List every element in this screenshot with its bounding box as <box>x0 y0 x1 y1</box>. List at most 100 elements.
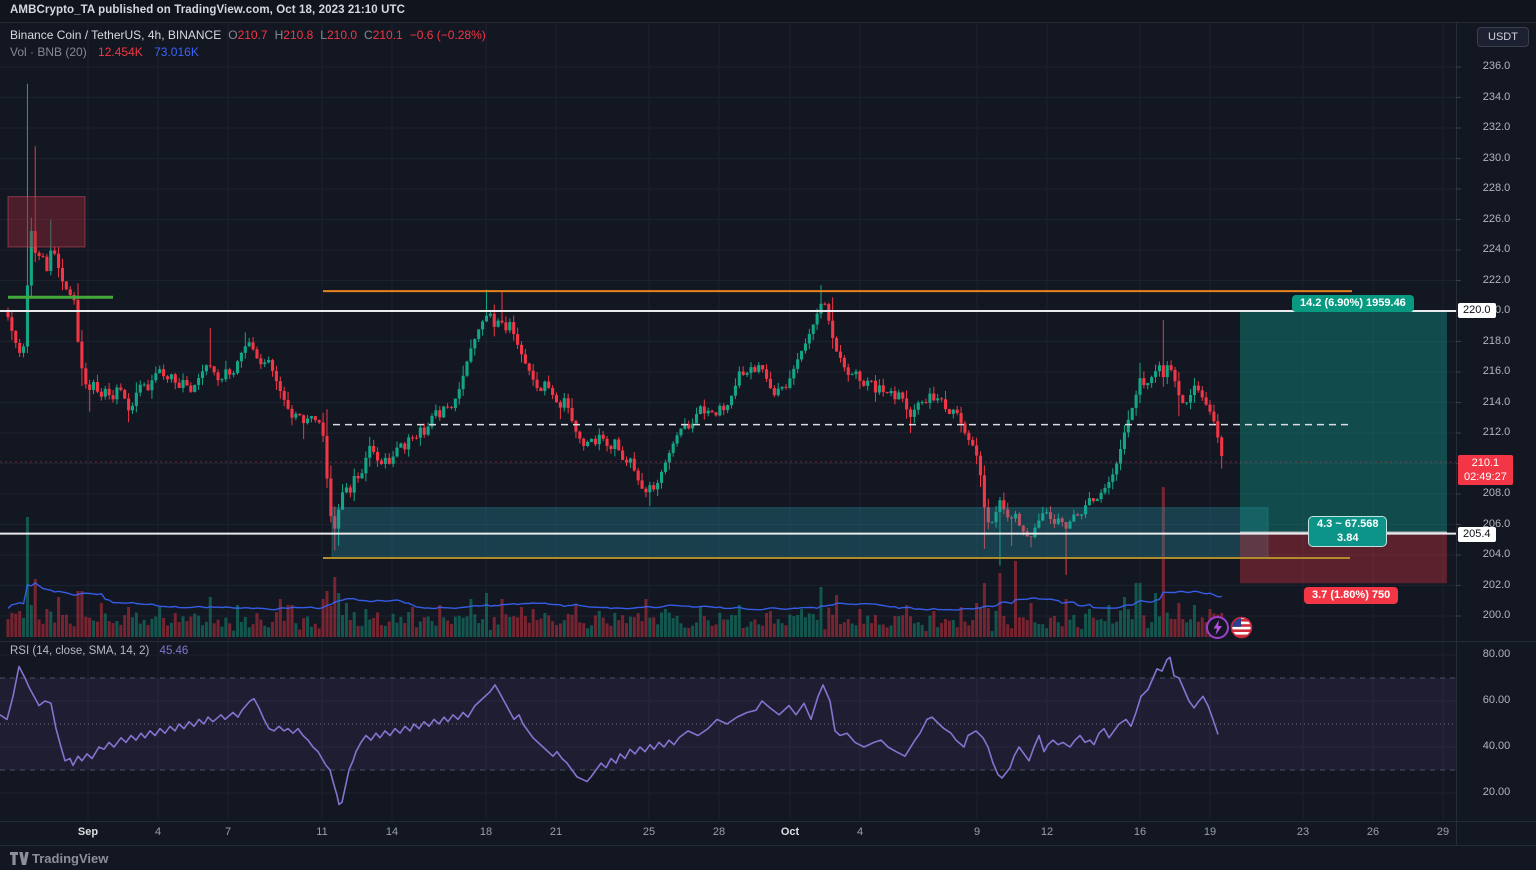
volume-bar <box>57 597 61 637</box>
candle-body <box>1013 513 1018 519</box>
position-target-label[interactable]: 14.2 (6.90%) 1959.46 <box>1292 295 1414 312</box>
candle-body <box>49 250 53 271</box>
volume-bar <box>399 616 403 637</box>
candle-body <box>570 407 574 421</box>
position-stop-label[interactable]: 3.7 (1.80%) 750 <box>1304 587 1399 604</box>
candle-body <box>551 387 555 396</box>
candle-body <box>255 349 259 359</box>
volume-bar <box>243 617 247 637</box>
time-axis[interactable]: Sep 4 7 11 14 18 21 25 28 Oct 4 9 12 16 19 23 26 29 <box>0 823 1456 845</box>
volume-bar <box>1192 605 1196 637</box>
volume-bar <box>698 607 702 637</box>
volume-bar <box>473 614 477 637</box>
volume-bar <box>189 616 193 637</box>
candle-body <box>1173 369 1177 382</box>
volume-ma-value: 73.016K <box>154 45 199 59</box>
volume-bar <box>274 612 278 637</box>
candle-body <box>586 441 590 446</box>
tradingview-brand-text[interactable]: TradingView <box>32 851 109 866</box>
volume-bar <box>177 621 181 637</box>
rsi-label[interactable]: RSI (14, close, SMA, 14, 2) <box>10 645 150 657</box>
volume-bar <box>971 620 975 637</box>
candle-body <box>990 522 994 524</box>
time-tick-label: 4 <box>154 826 162 838</box>
candle-body <box>383 457 387 464</box>
candle-body <box>609 445 613 449</box>
currency-toggle-button[interactable]: USDT <box>1477 27 1529 47</box>
candle-body <box>831 320 835 338</box>
candle-body <box>1010 517 1014 519</box>
volume-bar <box>1041 624 1045 637</box>
volume-bar <box>286 605 290 637</box>
volume-bar <box>998 573 1002 637</box>
us-flag-event-icon[interactable] <box>1230 616 1253 639</box>
volume-bar <box>893 616 897 637</box>
volume-bar <box>45 609 49 637</box>
volume-bar <box>134 612 138 637</box>
price-tick-label: 228.0 <box>1482 182 1511 194</box>
volume-bar <box>531 609 535 637</box>
candle-body <box>138 384 142 393</box>
candle-body <box>527 363 531 371</box>
candle-body <box>578 431 582 439</box>
volume-bar <box>905 605 909 637</box>
volume-bar <box>558 623 562 637</box>
candle-body <box>181 380 185 388</box>
candle-body <box>189 385 193 392</box>
volume-bar <box>228 623 232 637</box>
volume-bar <box>251 624 255 637</box>
candle-body <box>1122 432 1126 449</box>
volume-bar <box>628 616 632 637</box>
candle-body <box>1017 513 1021 526</box>
price-tick-label: 222.0 <box>1482 273 1511 286</box>
candle-body <box>1118 448 1123 464</box>
candle-body <box>68 289 72 295</box>
publication-title: AMBCrypto_TA published on TradingView.co… <box>10 4 406 16</box>
volume-bar <box>761 625 765 637</box>
volume-bar <box>352 612 356 637</box>
candle-body <box>1002 500 1006 510</box>
candle-body <box>313 416 317 421</box>
volume-bar <box>309 626 313 637</box>
volume-bar <box>317 628 321 637</box>
volume-bar <box>201 625 204 637</box>
volume-bar <box>850 623 854 637</box>
candle-body <box>729 395 734 406</box>
candle-body <box>842 357 846 368</box>
volume-bar <box>671 618 675 637</box>
volume-bar <box>862 623 866 637</box>
candle-body <box>142 384 146 386</box>
time-tick-label: 18 <box>479 826 493 838</box>
volume-bar <box>831 614 835 637</box>
volume-bar <box>1200 617 1204 637</box>
volume-bar <box>702 616 706 637</box>
lightning-idea-icon[interactable] <box>1206 616 1229 639</box>
volume-bar <box>819 587 823 637</box>
volume-bar <box>1189 619 1193 637</box>
volume-bar <box>337 593 341 637</box>
candle-body <box>239 352 243 362</box>
candle-body <box>628 458 632 463</box>
volume-bar <box>302 618 306 637</box>
symbol-title[interactable]: Binance Coin / TetherUS, 4h, BINANCE <box>10 28 222 42</box>
candle-body <box>45 256 49 271</box>
time-tick-label: 4 <box>856 826 864 838</box>
candle-body <box>959 413 963 424</box>
volume-bar <box>127 607 131 637</box>
candle-body <box>835 337 839 352</box>
volume-bar <box>570 614 574 637</box>
position-entry-label[interactable]: 4.3 ~ 67.568 3.84 <box>1308 516 1388 547</box>
volume-label[interactable]: Vol · BNB (20) <box>10 45 87 59</box>
candle-body <box>395 447 399 457</box>
volume-bar <box>290 605 294 637</box>
tradingview-logo[interactable] <box>10 852 29 870</box>
candle-body <box>25 285 29 347</box>
volume-bar <box>259 619 263 637</box>
candle-body <box>282 390 286 400</box>
volume-bar <box>313 623 317 637</box>
candle-body <box>333 516 337 529</box>
candle-body <box>496 320 500 327</box>
price-axis[interactable]: 236.0 234.0 232.0 230.0 228.0 226.0 224.0 222.0… <box>1457 22 1536 845</box>
volume-bar <box>722 619 726 637</box>
